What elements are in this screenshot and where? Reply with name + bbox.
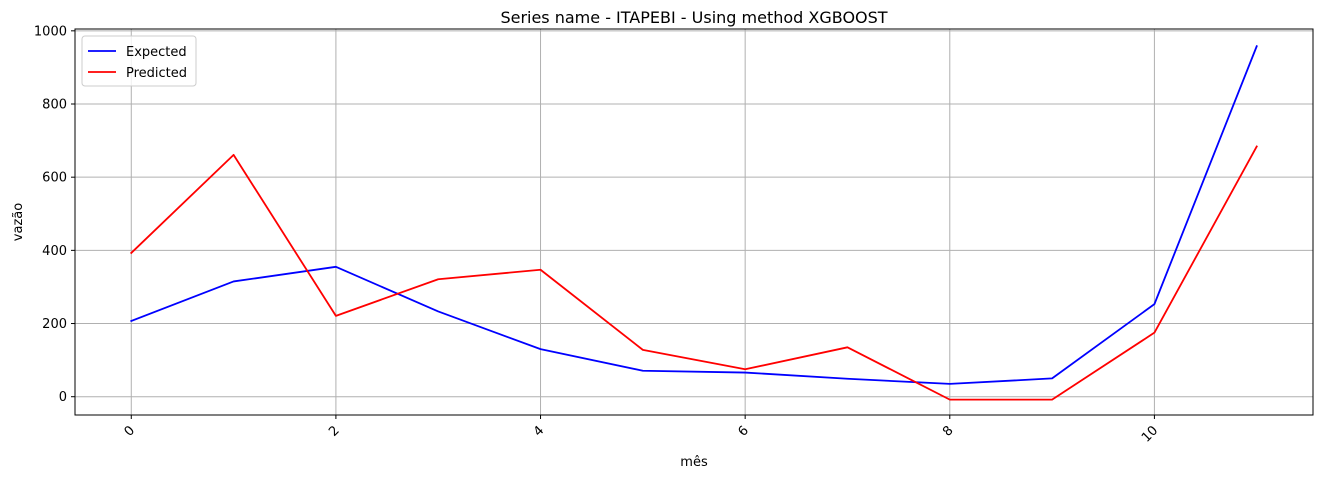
series-lines <box>129 45 1258 401</box>
grid-lines <box>75 29 1313 415</box>
y-tick-label: 200 <box>42 317 67 332</box>
y-tick-label: 0 <box>59 390 67 405</box>
legend-frame <box>81 35 197 87</box>
legend-label-predicted: Predicted <box>126 66 187 81</box>
series-line-expected <box>130 45 1258 385</box>
y-tick-label: 800 <box>42 98 67 113</box>
legend-label-expected: Expected <box>126 45 187 60</box>
x-axis-label: mês <box>680 455 708 470</box>
legend: Expected Predicted <box>81 35 197 87</box>
series-line-predicted <box>129 145 1258 401</box>
y-tick-label: 1000 <box>34 24 67 39</box>
y-tick-label: 400 <box>42 244 67 259</box>
y-axis-label: vazão <box>11 203 26 241</box>
y-tick-label: 600 <box>42 171 67 186</box>
plot-area-frame <box>74 28 1314 416</box>
chart-title: Series name - ITAPEBI - Using method XGB… <box>500 8 887 27</box>
